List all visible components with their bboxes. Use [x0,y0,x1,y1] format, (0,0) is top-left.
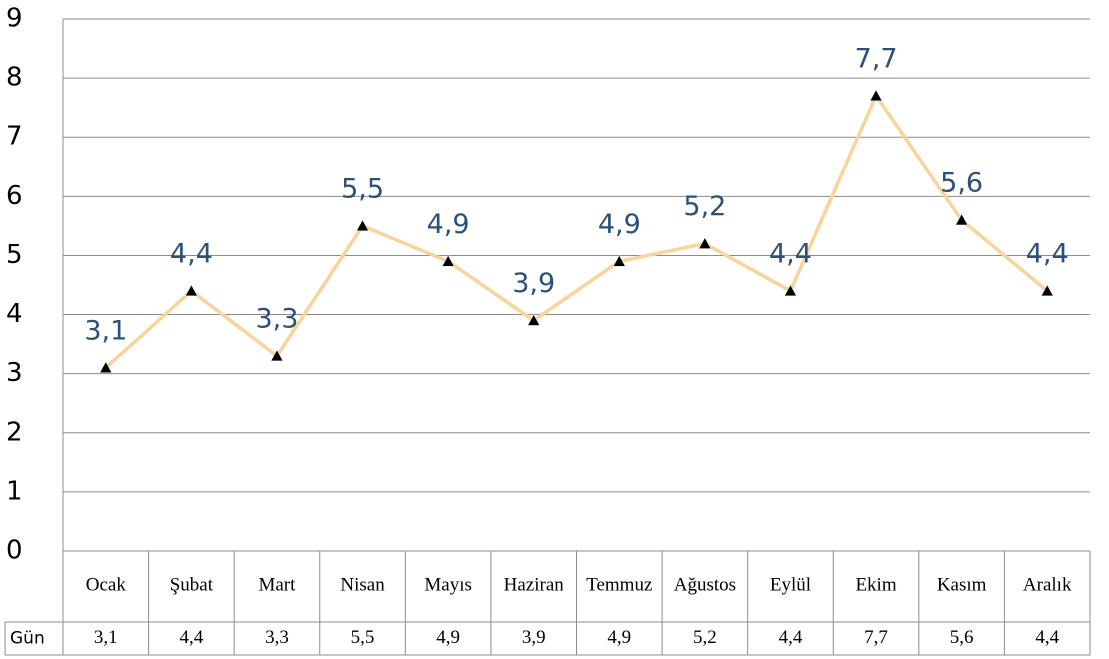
y-tick-label: 6 [6,181,23,211]
table-cell: 4,9 [607,627,631,648]
data-label: 3,1 [84,315,127,346]
marker [698,237,712,249]
x-tick-label: Mart [258,574,296,595]
x-tick-label: Aralık [1023,574,1072,595]
table-row-label: Gün [10,629,45,649]
marker [612,254,626,267]
data-label: 4,9 [598,209,641,240]
table-cell: 7,7 [864,627,888,648]
marker [955,213,969,226]
marker [869,89,883,102]
table-cell: 3,1 [94,627,118,648]
marker [527,313,541,326]
x-tick-label: Mayıs [424,574,472,595]
data-label: 5,5 [341,173,384,204]
series-line [104,92,1049,370]
x-tick-label: Ocak [86,574,127,595]
table-cell: 4,4 [180,627,204,648]
x-tick-label: Temmuz [586,574,652,595]
marker [441,254,455,267]
marker [99,361,113,374]
x-tick-label: Şubat [170,574,214,595]
y-tick-label: 8 [6,63,23,93]
marker [784,284,797,297]
y-tick-label: 0 [6,536,23,566]
table-cell: 5,5 [351,627,375,648]
x-tick-label: Eylül [770,574,811,595]
x-tick-label: Haziran [504,574,565,595]
x-tick-label: Kasım [937,574,987,595]
data-label: 5,6 [940,167,983,198]
marker [270,349,284,362]
table-cell: 5,2 [693,627,717,648]
y-tick-label: 9 [6,4,23,34]
y-tick-label: 1 [6,476,23,506]
table-cell: 5,6 [950,627,974,648]
y-tick-label: 2 [6,417,23,447]
data-label: 7,7 [855,43,898,74]
table-cell: 3,9 [522,627,546,648]
y-tick-label: 7 [6,122,23,152]
data-label: 4,9 [427,209,470,240]
data-label: 4,4 [170,238,213,269]
marker [356,219,369,232]
x-tick-label: Ağustos [674,574,736,595]
data-label: 3,3 [255,303,298,334]
data-label: 4,4 [769,238,812,269]
data-label: 5,2 [683,191,726,222]
y-tick-label: 3 [6,358,23,388]
x-tick-label: Ekim [855,574,896,595]
table-cell: 4,4 [779,627,803,648]
table-cell: 3,3 [265,627,289,648]
marker [1040,284,1054,297]
marker [184,284,198,297]
data-label: 3,9 [512,268,555,299]
table-cell: 4,9 [436,627,460,648]
y-tick-label: 4 [6,299,23,329]
y-tick-label: 5 [6,240,23,270]
data-label: 4,4 [1026,238,1069,269]
table-cell: 4,4 [1035,627,1059,648]
x-tick-label: Nisan [340,574,385,595]
